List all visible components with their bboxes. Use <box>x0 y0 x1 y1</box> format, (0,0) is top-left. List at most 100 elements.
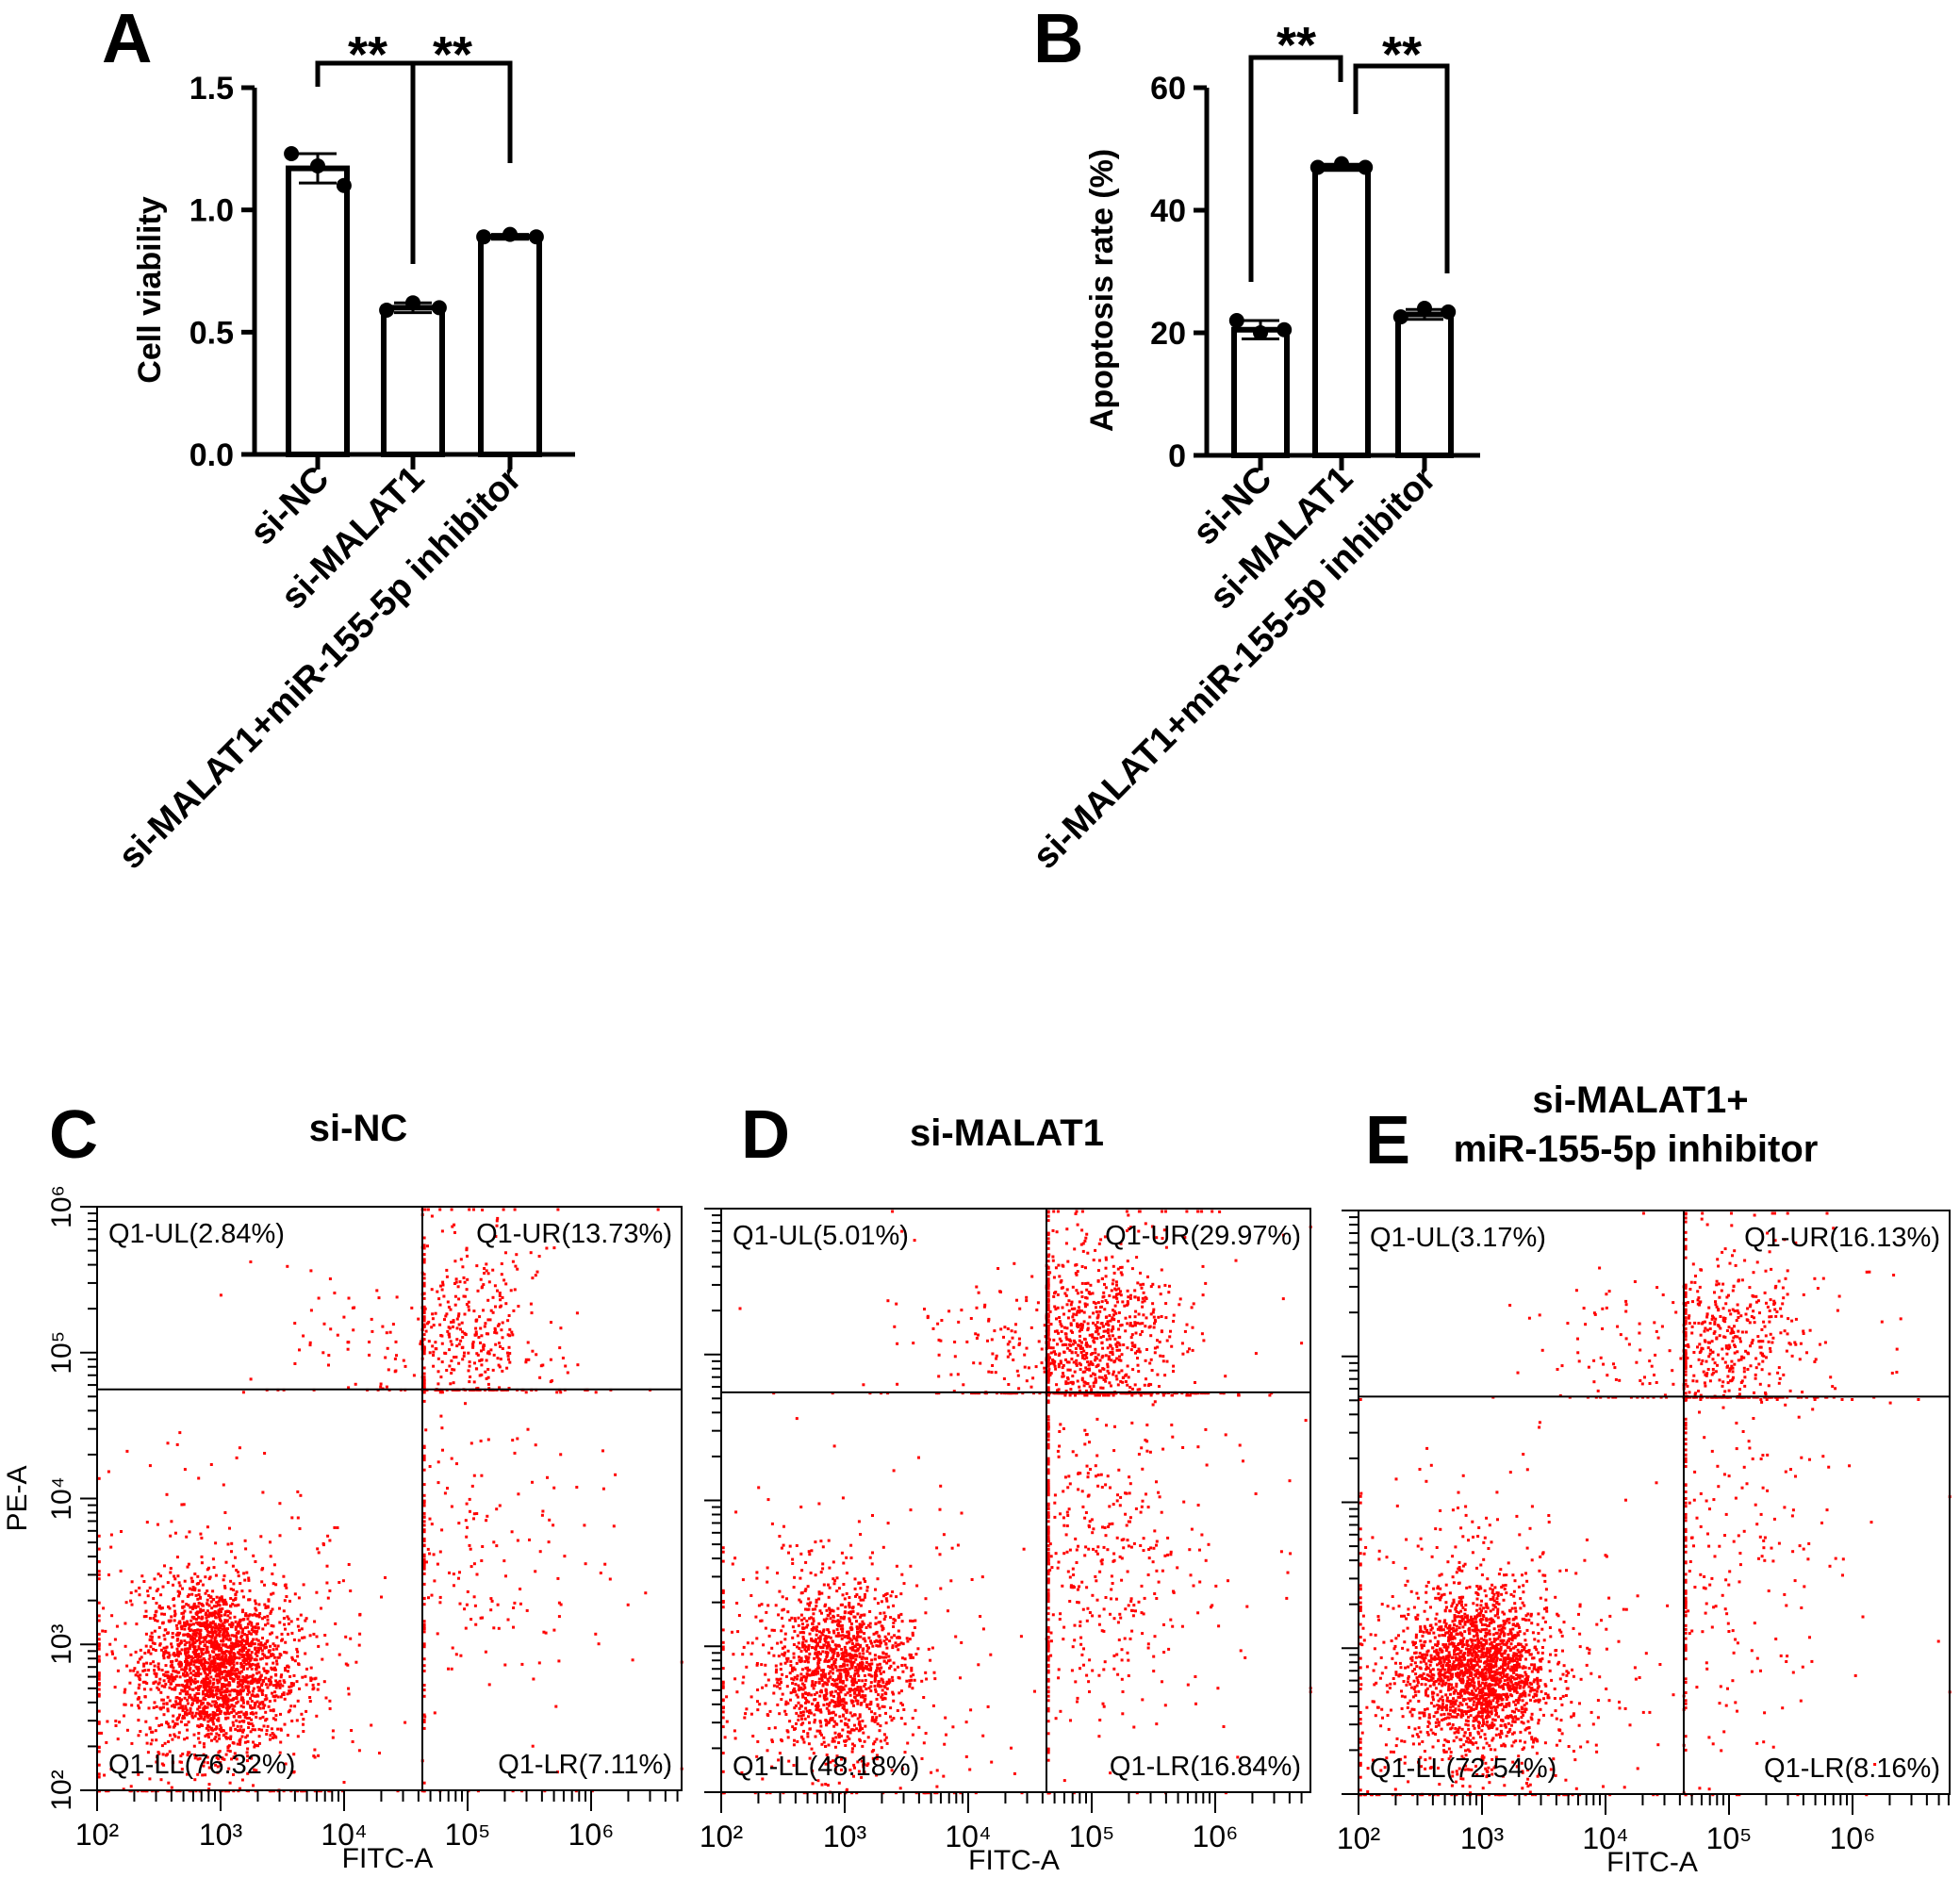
event-point <box>198 1714 202 1718</box>
event-point <box>203 1670 206 1673</box>
event-point <box>564 1364 568 1368</box>
event-point <box>114 1724 118 1727</box>
event-point <box>764 1626 767 1630</box>
event-point <box>834 1657 838 1661</box>
event-point <box>858 1595 862 1599</box>
event-point <box>877 1621 881 1624</box>
event-point <box>279 1654 283 1657</box>
event-point <box>239 1742 241 1746</box>
event-point <box>542 1630 546 1634</box>
event-point <box>863 1632 866 1635</box>
event-point <box>263 1646 267 1650</box>
event-point <box>272 1717 275 1721</box>
event-point <box>552 1246 556 1250</box>
event-point <box>236 1624 239 1628</box>
event-point <box>859 1686 863 1689</box>
event-point <box>851 1681 855 1685</box>
event-point <box>189 1693 192 1697</box>
event-point <box>765 1610 768 1614</box>
event-point <box>210 1738 213 1742</box>
event-point <box>789 1664 793 1668</box>
event-point <box>779 1662 782 1666</box>
event-point <box>153 1669 156 1672</box>
event-point <box>468 1364 471 1368</box>
event-point <box>457 1342 461 1346</box>
event-point <box>182 1668 186 1672</box>
event-point <box>255 1667 258 1671</box>
event-point <box>799 1678 803 1682</box>
event-point <box>433 1711 436 1715</box>
event-point <box>175 1639 179 1642</box>
event-point <box>211 1557 215 1561</box>
significance-label: ** <box>1382 26 1422 83</box>
event-point <box>443 1491 447 1495</box>
event-point <box>824 1719 828 1722</box>
data-point <box>476 229 492 245</box>
event-point <box>189 1606 192 1609</box>
event-point <box>806 1602 810 1606</box>
event-point <box>472 1309 476 1313</box>
event-point <box>438 1595 442 1599</box>
event-point <box>157 1668 161 1672</box>
event-point <box>200 1648 204 1652</box>
event-point <box>422 1624 426 1628</box>
event-point <box>815 1601 818 1604</box>
event-point <box>261 1490 265 1494</box>
event-point <box>481 1545 485 1548</box>
event-point <box>111 1652 114 1655</box>
y-tick-label: 10⁵ <box>46 1331 77 1375</box>
event-point <box>439 1375 443 1379</box>
event-point <box>150 1635 154 1639</box>
event-point <box>833 1664 837 1668</box>
event-point <box>819 1652 822 1655</box>
event-point <box>855 1625 859 1629</box>
event-point <box>450 1320 453 1324</box>
event-point <box>612 1524 616 1528</box>
event-point <box>422 1292 426 1295</box>
event-point <box>188 1640 191 1644</box>
event-point <box>224 1627 228 1631</box>
event-point <box>226 1632 230 1636</box>
event-point <box>191 1702 194 1705</box>
event-point <box>199 1610 202 1614</box>
event-point <box>828 1701 832 1705</box>
event-point <box>931 1646 934 1650</box>
event-point <box>838 1620 842 1623</box>
event-point <box>160 1723 163 1727</box>
event-point <box>172 1704 175 1707</box>
event-point <box>258 1717 262 1721</box>
event-point <box>806 1732 810 1736</box>
event-point <box>762 1643 766 1647</box>
event-point <box>222 1670 225 1673</box>
event-point <box>222 1633 224 1637</box>
event-point <box>879 1739 882 1743</box>
event-point <box>246 1702 250 1705</box>
event-point <box>305 1683 308 1687</box>
event-point <box>206 1736 210 1739</box>
event-point <box>853 1587 857 1590</box>
event-point <box>244 1612 248 1616</box>
event-point <box>184 1633 188 1637</box>
event-point <box>292 1770 296 1773</box>
x-tick-label: 10⁵ <box>445 1818 491 1852</box>
event-point <box>272 1648 275 1652</box>
event-point <box>794 1704 798 1707</box>
event-point <box>455 1462 458 1466</box>
event-point <box>248 1589 252 1592</box>
event-point <box>827 1704 831 1707</box>
event-point <box>799 1613 803 1617</box>
event-point <box>182 1605 186 1608</box>
event-point <box>469 1509 471 1513</box>
event-point <box>422 1558 426 1561</box>
event-point <box>848 1675 852 1678</box>
event-point <box>777 1655 781 1658</box>
event-point <box>278 1686 282 1689</box>
event-point <box>255 1629 259 1633</box>
event-point <box>190 1635 194 1639</box>
event-point <box>209 1600 213 1604</box>
event-point <box>848 1711 852 1715</box>
event-point <box>191 1586 195 1589</box>
event-point <box>235 1757 239 1761</box>
event-point <box>807 1742 811 1746</box>
event-point <box>848 1738 851 1740</box>
